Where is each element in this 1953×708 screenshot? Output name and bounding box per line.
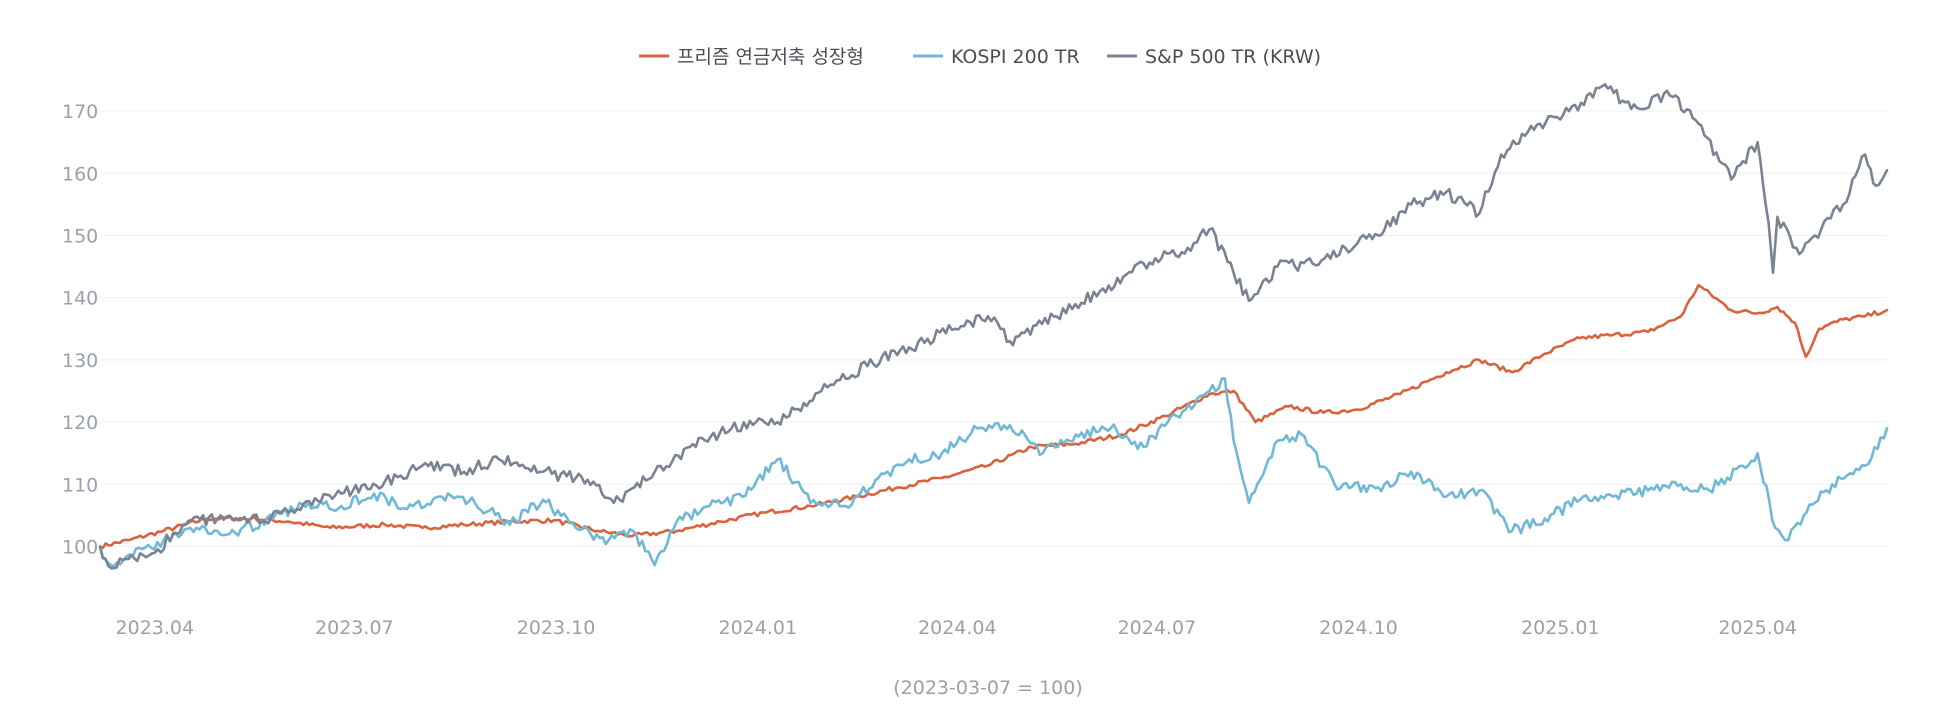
series-line [98, 83, 1889, 570]
y-tick-label: 130 [62, 350, 98, 372]
y-tick-label: 120 [62, 412, 98, 434]
x-tick-label: 2025.04 [1718, 617, 1797, 639]
y-tick-label: 150 [62, 225, 98, 247]
chart-caption: (2023-03-07 = 100) [893, 677, 1083, 699]
y-axis: 100 110 120 130 140 150 160 170 [62, 101, 98, 558]
y-tick-label: 170 [62, 101, 98, 123]
x-tick-label: 2024.07 [1118, 617, 1197, 639]
series-lines [98, 83, 1889, 570]
x-axis: 2023.04 2023.07 2023.10 2024.01 2024.04 2024.… [116, 617, 1797, 639]
legend-label: S&P 500 TR (KRW) [1145, 46, 1321, 68]
legend-label: KOSPI 200 TR [951, 46, 1080, 68]
legend-label: 프리즘 연금저축 성장형 [677, 46, 864, 68]
x-tick-label: 2024.10 [1319, 617, 1398, 639]
x-tick-label: 2023.10 [517, 617, 596, 639]
y-tick-label: 110 [62, 474, 98, 496]
x-tick-label: 2024.04 [918, 617, 997, 639]
x-tick-label: 2024.01 [719, 617, 798, 639]
grid [100, 110, 1887, 547]
x-tick-label: 2023.04 [116, 617, 195, 639]
y-tick-label: 140 [62, 288, 98, 310]
x-tick-label: 2023.07 [315, 617, 394, 639]
y-tick-label: 160 [62, 163, 98, 185]
legend: 프리즘 연금저축 성장형 KOSPI 200 TR S&P 500 TR (KRW) [639, 46, 1321, 68]
y-tick-label: 100 [62, 536, 98, 558]
series-line [98, 283, 1889, 550]
series-line [98, 377, 1889, 568]
x-tick-label: 2025.01 [1521, 617, 1600, 639]
